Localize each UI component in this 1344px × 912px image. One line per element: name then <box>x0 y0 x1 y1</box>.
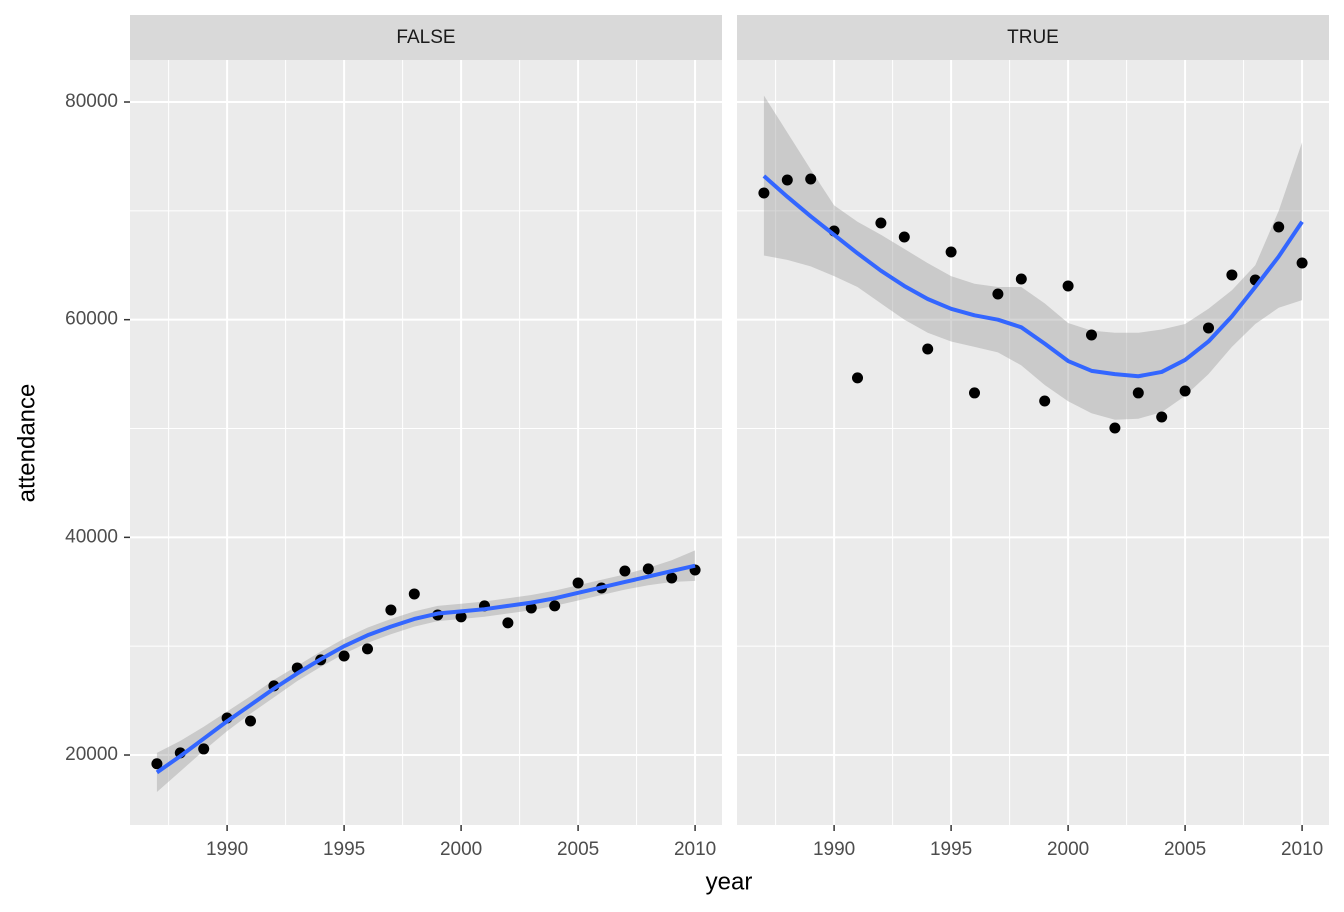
point <box>1109 422 1121 434</box>
confidence-band <box>763 95 1303 420</box>
confidence-band <box>156 550 696 793</box>
point <box>922 343 934 355</box>
point <box>525 602 537 614</box>
x-tick-label: 1990 <box>813 839 855 860</box>
point <box>1226 269 1238 281</box>
panel <box>737 60 1329 825</box>
point <box>1179 385 1191 397</box>
point <box>1156 411 1168 423</box>
point <box>969 387 981 399</box>
strip-label: FALSE <box>396 27 455 48</box>
point <box>151 758 163 770</box>
point <box>852 372 864 384</box>
y-axis-title: attendance <box>13 384 40 503</box>
point <box>898 231 910 243</box>
point <box>758 187 770 199</box>
x-tick-label: 1995 <box>323 839 365 860</box>
point <box>945 246 957 258</box>
point <box>338 650 350 662</box>
point <box>1273 221 1285 233</box>
point <box>1296 257 1308 269</box>
point <box>572 577 584 589</box>
smooth-line <box>762 174 1304 379</box>
strip-label: TRUE <box>1007 27 1059 48</box>
point <box>875 217 887 229</box>
point <box>1202 322 1214 334</box>
y-tick-label: 80000 <box>65 91 118 112</box>
strip <box>130 15 722 60</box>
point <box>198 743 210 755</box>
point <box>1039 395 1051 407</box>
x-tick-label: 2010 <box>674 839 716 860</box>
x-axis-title: year <box>706 868 753 895</box>
x-tick-label: 2000 <box>1047 839 1089 860</box>
point <box>805 173 817 185</box>
point <box>245 715 257 727</box>
point <box>362 643 374 655</box>
x-tick-label: 1995 <box>930 839 972 860</box>
point <box>992 288 1004 300</box>
x-tick-label: 1990 <box>206 839 248 860</box>
x-tick-label: 2000 <box>440 839 482 860</box>
point <box>642 563 654 575</box>
x-tick-label: 2005 <box>1164 839 1206 860</box>
point <box>502 617 514 629</box>
smooth-line <box>155 563 696 775</box>
point <box>455 611 467 623</box>
y-tick-label: 40000 <box>65 526 118 547</box>
point <box>666 572 678 584</box>
x-tick-label: 2005 <box>557 839 599 860</box>
panel <box>130 60 722 825</box>
point <box>1132 387 1144 399</box>
strip <box>737 15 1329 60</box>
x-tick-label: 2010 <box>1281 839 1323 860</box>
point <box>385 604 397 616</box>
y-tick-label: 20000 <box>65 744 118 765</box>
point <box>1062 280 1074 292</box>
point <box>408 588 420 600</box>
point <box>1015 273 1027 285</box>
point <box>1085 329 1097 341</box>
point <box>781 174 793 186</box>
point <box>619 565 631 577</box>
y-tick-label: 60000 <box>65 309 118 330</box>
point <box>549 600 561 612</box>
